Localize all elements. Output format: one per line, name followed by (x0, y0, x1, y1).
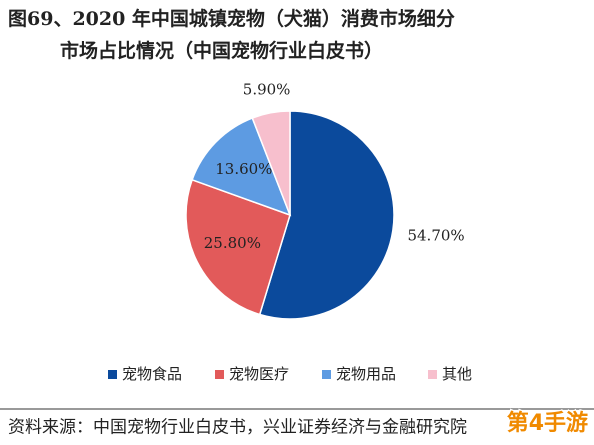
legend-label: 其他 (442, 365, 472, 383)
legend-label: 宠物食品 (122, 365, 182, 383)
pie-slice (191, 117, 292, 217)
pie-slice (251, 110, 291, 216)
legend-swatch (215, 370, 224, 379)
data-label: 54.70% (407, 227, 464, 245)
legend-swatch (322, 370, 331, 379)
data-label: 25.80% (204, 234, 261, 252)
data-label: 5.90% (243, 80, 291, 98)
legend-label: 宠物用品 (336, 365, 396, 383)
watermark: 第4手游 (507, 410, 588, 436)
source: 资料来源：中国宠物行业白皮书，兴业证券经济与金融研究院 (8, 418, 467, 438)
chart-title: 图69、2020 年中国城镇宠物（犬猫）消费市场细分 (8, 7, 455, 30)
legend-swatch (428, 370, 437, 379)
pie-slice (185, 178, 291, 316)
pie-slice (258, 110, 395, 320)
data-label: 13.60% (215, 160, 272, 178)
legend-swatch (108, 370, 117, 379)
legend-label: 宠物医疗 (229, 365, 289, 383)
chart-subtitle: 市场占比情况（中国宠物行业白皮书） (60, 39, 383, 62)
